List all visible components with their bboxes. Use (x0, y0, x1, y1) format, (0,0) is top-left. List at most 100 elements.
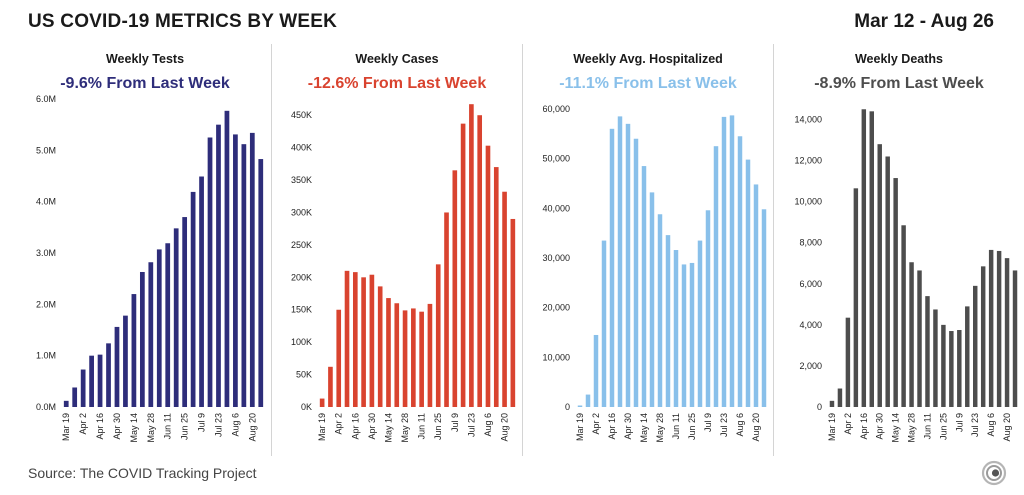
bar (737, 136, 743, 407)
x-tick-label: May 14 (891, 413, 901, 443)
bar (336, 309, 342, 407)
x-tick-label: Apr 16 (350, 413, 360, 440)
x-tick-label: May 28 (907, 413, 917, 443)
y-tick-label: 1.0M (36, 351, 56, 361)
x-tick-label: May 28 (400, 413, 410, 443)
bar (460, 123, 466, 407)
x-tick-label: Apr 30 (623, 413, 633, 440)
bar (957, 330, 962, 407)
y-tick-label: 10,000 (542, 352, 570, 362)
x-tick-label: Jul 9 (450, 413, 460, 432)
bar (893, 178, 898, 407)
x-tick-label: Jun 11 (922, 413, 932, 439)
bar (131, 294, 137, 407)
bar (224, 110, 230, 407)
bar (909, 262, 914, 407)
y-tick-label: 200K (291, 272, 312, 282)
bar (869, 111, 874, 407)
bar (761, 209, 767, 407)
bar (689, 262, 695, 407)
y-tick-label: 100K (291, 337, 312, 347)
bar (369, 274, 375, 407)
x-tick-label: Apr 30 (112, 413, 122, 440)
change-label: -11.1% From Last Week (559, 75, 737, 92)
bar (344, 270, 350, 407)
bar (861, 109, 867, 408)
x-tick-label: Mar 19 (827, 413, 837, 441)
change-label: -8.9% From Last Week (814, 75, 984, 92)
x-tick-label: Aug 20 (500, 413, 510, 442)
chart-plot: 0 2,000 4,000 6,000 8,000 10,000 12,000 14,000 M… (794, 109, 1018, 443)
chart-plot: 0.0M 1.0M 2.0M 3.0M 4.0M 5.0M 6.0M Mar 19 Apr 2 A… (36, 94, 264, 443)
x-tick-label: Apr 30 (875, 413, 885, 440)
bar (190, 191, 196, 407)
x-tick-label: May 28 (146, 413, 156, 443)
bar (502, 191, 507, 407)
chart-title: Weekly Cases (355, 52, 439, 66)
bar (402, 310, 408, 407)
y-tick-label: 400K (291, 143, 312, 153)
bar (901, 225, 906, 407)
bar (705, 210, 711, 407)
y-tick-label: 12,000 (794, 156, 822, 166)
bar (199, 176, 204, 407)
x-tick-label: May 28 (655, 413, 665, 443)
source-note: Source: The COVID Tracking Project (28, 465, 257, 481)
change-label: -12.6% From Last Week (307, 75, 487, 92)
bar (156, 249, 162, 407)
bar (585, 394, 591, 407)
y-tick-label: 150K (291, 305, 312, 315)
panel-weekly-deaths: Weekly Deaths -8.9% From Last Week 0 2,00… (773, 44, 1024, 456)
x-tick-label: May 14 (639, 413, 649, 443)
x-tick-label: Apr 2 (78, 413, 88, 435)
y-tick-label: 2,000 (799, 361, 822, 371)
bar (148, 262, 154, 407)
bar (609, 128, 615, 407)
bar (853, 188, 859, 407)
y-tick-label: 30,000 (542, 253, 570, 263)
bar (641, 166, 647, 407)
bar (89, 355, 94, 407)
bar (419, 311, 424, 407)
x-tick-label: Aug 6 (483, 413, 493, 437)
x-tick-label: Jul 23 (213, 413, 223, 437)
bar (681, 264, 687, 407)
y-tick-label: 6,000 (799, 279, 822, 289)
bar (328, 366, 333, 407)
y-tick-label: 20,000 (542, 303, 570, 313)
bar (97, 354, 103, 407)
y-tick-label: 8,000 (799, 238, 822, 248)
bar (435, 264, 441, 407)
bar (394, 303, 400, 407)
bar (996, 250, 1002, 407)
bar (106, 343, 111, 407)
bar (485, 145, 491, 407)
y-tick-label: 60,000 (542, 104, 570, 114)
x-tick-label: May 14 (383, 413, 393, 443)
bar (837, 388, 843, 407)
x-tick-label: Apr 2 (591, 413, 601, 435)
bar (601, 240, 607, 407)
x-tick-label: Aug 20 (247, 413, 257, 442)
bar (965, 306, 970, 407)
bar (829, 400, 835, 407)
bar (697, 240, 703, 407)
bar (377, 286, 383, 407)
x-tick-label: Jun 11 (163, 413, 173, 439)
bar (444, 212, 449, 407)
x-tick-label: Mar 19 (317, 413, 327, 441)
chart-title: Weekly Tests (105, 52, 185, 66)
x-tick-label: Jun 25 (687, 413, 697, 440)
chart-title: Weekly Deaths (854, 52, 943, 66)
bar (1012, 270, 1018, 407)
bar (673, 250, 679, 407)
x-tick-label: Apr 30 (367, 413, 377, 440)
covid-tracking-project-logo-icon (981, 460, 1007, 486)
bar (452, 170, 458, 407)
bar (593, 334, 599, 407)
bar (721, 116, 727, 407)
bar (139, 271, 145, 407)
bar (625, 123, 631, 407)
x-tick-label: Apr 2 (843, 413, 853, 435)
y-tick-label: 5.0M (36, 145, 56, 155)
